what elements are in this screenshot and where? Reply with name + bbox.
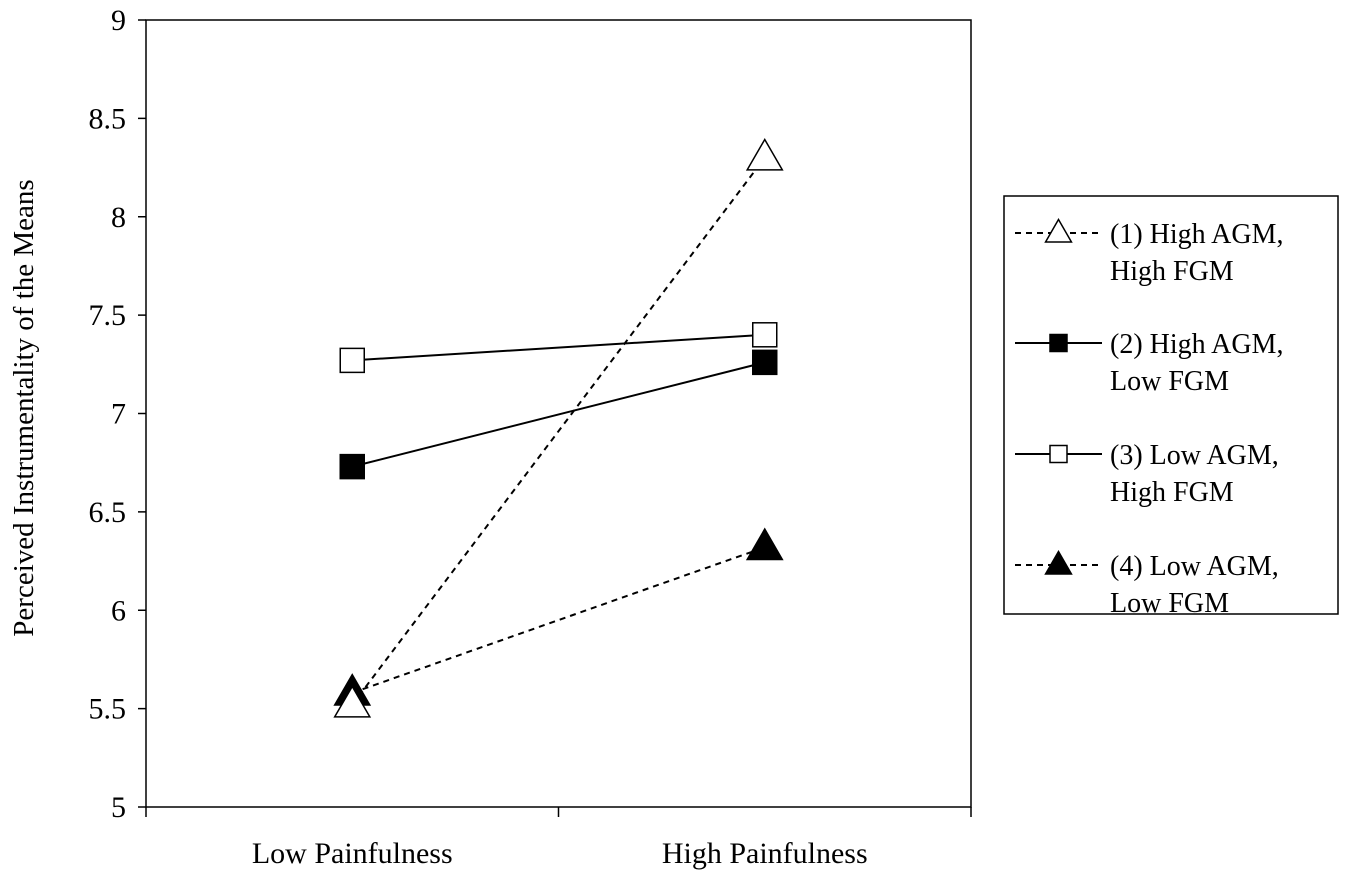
series-1-point — [745, 137, 784, 171]
y-axis: 5 5.5 6 6.5 7 7.5 8 8.5 9 — [89, 4, 146, 824]
series-4-point — [745, 527, 784, 561]
y-axis-title: Perceived Instrumentality of the Means — [8, 179, 40, 636]
y-tick-label: 6 — [111, 594, 126, 627]
y-tick-label: 8.5 — [89, 102, 127, 135]
legend-marker-3 — [1049, 444, 1068, 464]
series-1-point — [333, 684, 372, 718]
legend-marker-4 — [1044, 550, 1073, 575]
legend-label: (1) High AGM, — [1110, 219, 1283, 250]
legend-label: High FGM — [1110, 256, 1234, 287]
legend-label: (2) High AGM, — [1110, 329, 1283, 360]
legend-box — [1003, 195, 1339, 615]
series-line-1 — [351, 157, 766, 706]
series-line-4 — [351, 546, 766, 694]
series-markers — [333, 137, 784, 718]
series-3-point — [752, 322, 778, 348]
legend-label: Low FGM — [1110, 366, 1229, 397]
legend-label: Low FGM — [1110, 588, 1229, 619]
series-3-point — [339, 347, 365, 374]
legend-label: (3) Low AGM, — [1110, 440, 1279, 471]
y-tick-label: 8 — [111, 201, 126, 234]
series-lines — [351, 157, 766, 706]
legend-marker-1 — [1044, 218, 1073, 243]
y-tick-label: 5 — [111, 791, 126, 824]
series-line-3 — [352, 333, 765, 362]
x-tick-label: Low Painfulness — [252, 837, 453, 870]
series-2-point — [339, 453, 365, 480]
legend-label: (4) Low AGM, — [1110, 551, 1279, 582]
y-tick-label: 7.5 — [89, 299, 127, 332]
y-tick-label: 6.5 — [89, 496, 127, 529]
series-line-2 — [352, 361, 765, 468]
legend-marker-2 — [1049, 333, 1068, 353]
legend-label: High FGM — [1110, 477, 1234, 508]
legend: (1) High AGM, High FGM (2) High AGM, Low FG… — [1003, 195, 1339, 619]
y-tick-label: 5.5 — [89, 693, 127, 726]
series-2-point — [752, 349, 778, 376]
x-tick-label: High Painfulness — [662, 837, 868, 870]
series-layer — [333, 137, 784, 718]
x-axis: Low Painfulness High Painfulness — [145, 807, 972, 870]
y-tick-label: 7 — [111, 398, 126, 431]
y-tick-label: 9 — [111, 4, 126, 37]
